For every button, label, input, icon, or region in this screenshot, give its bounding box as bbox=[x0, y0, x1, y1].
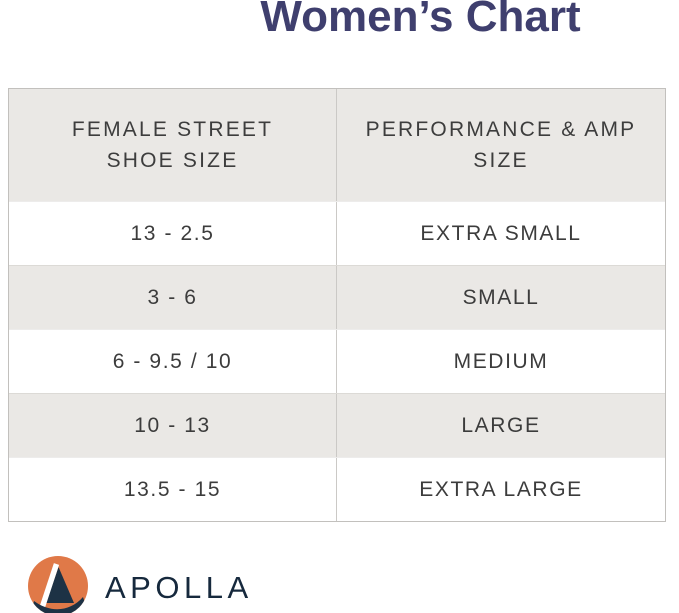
shoe-size-cell: 10 - 13 bbox=[9, 394, 337, 457]
table-row: 3 - 6 SMALL bbox=[9, 265, 665, 329]
table-row: 6 - 9.5 / 10 MEDIUM bbox=[9, 329, 665, 393]
header-amp-size: PERFORMANCE & AMP SIZE bbox=[337, 89, 665, 201]
table-row: 13.5 - 15 EXTRA LARGE bbox=[9, 457, 665, 521]
size-chart-table: FEMALE STREET SHOE SIZE PERFORMANCE & AM… bbox=[8, 88, 666, 522]
shoe-size-value: 13 - 2.5 bbox=[130, 221, 215, 245]
amp-size-cell: LARGE bbox=[337, 394, 665, 457]
amp-size-value: SMALL bbox=[462, 285, 540, 309]
table-header-row: FEMALE STREET SHOE SIZE PERFORMANCE & AM… bbox=[9, 89, 665, 201]
table-row: 13 - 2.5 EXTRA SMALL bbox=[9, 201, 665, 265]
shoe-size-value: 3 - 6 bbox=[147, 285, 198, 309]
header-amp-size-line2: SIZE bbox=[473, 149, 529, 172]
amp-size-cell: MEDIUM bbox=[337, 330, 665, 393]
shoe-size-cell: 3 - 6 bbox=[9, 266, 337, 329]
apolla-logo-icon bbox=[28, 556, 88, 613]
shoe-size-cell: 6 - 9.5 / 10 bbox=[9, 330, 337, 393]
amp-size-cell: SMALL bbox=[337, 266, 665, 329]
table-row: 10 - 13 LARGE bbox=[9, 393, 665, 457]
amp-size-value: LARGE bbox=[461, 413, 541, 437]
amp-size-cell: EXTRA SMALL bbox=[337, 202, 665, 265]
header-amp-size-line1: PERFORMANCE & AMP bbox=[365, 118, 637, 141]
shoe-size-value: 6 - 9.5 / 10 bbox=[112, 349, 233, 373]
brand-name: APOLLA bbox=[105, 569, 253, 605]
amp-size-value: EXTRA LARGE bbox=[419, 477, 583, 501]
page-title: Women’s Chart bbox=[260, 0, 581, 41]
brand-footer: APOLLA bbox=[28, 556, 253, 613]
header-shoe-size-line2: SHOE SIZE bbox=[106, 149, 239, 172]
header-shoe-size-line1: FEMALE STREET bbox=[71, 118, 274, 141]
shoe-size-value: 13.5 - 15 bbox=[123, 477, 222, 501]
amp-size-value: EXTRA SMALL bbox=[420, 221, 582, 245]
amp-size-cell: EXTRA LARGE bbox=[337, 458, 665, 521]
header-shoe-size: FEMALE STREET SHOE SIZE bbox=[9, 89, 337, 201]
shoe-size-value: 10 - 13 bbox=[134, 413, 211, 437]
shoe-size-cell: 13 - 2.5 bbox=[9, 202, 337, 265]
shoe-size-cell: 13.5 - 15 bbox=[9, 458, 337, 521]
amp-size-value: MEDIUM bbox=[453, 349, 549, 373]
